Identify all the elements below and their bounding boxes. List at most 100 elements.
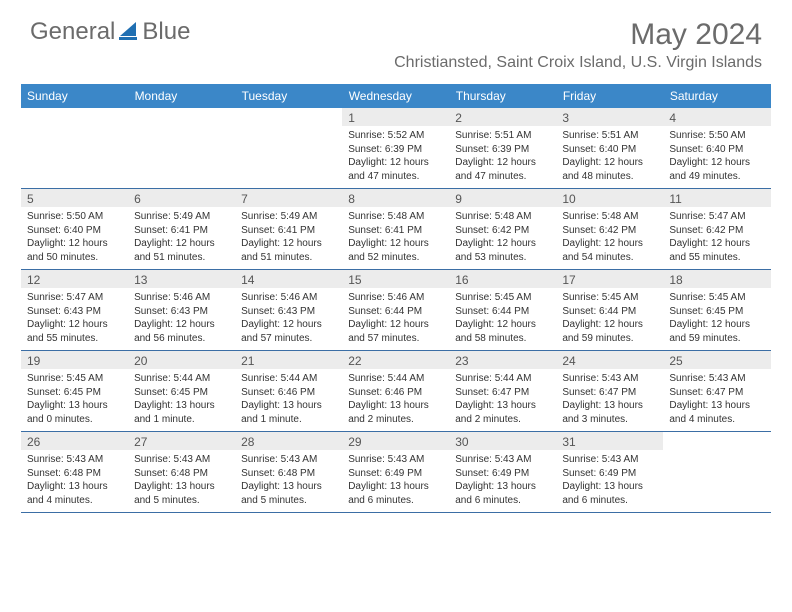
day-data: Sunrise: 5:49 AMSunset: 6:41 PMDaylight:… bbox=[128, 207, 235, 269]
sunrise-text: Sunrise: 5:52 AM bbox=[348, 129, 443, 143]
sail-icon bbox=[118, 19, 140, 46]
day-data: Sunrise: 5:43 AMSunset: 6:47 PMDaylight:… bbox=[663, 369, 770, 431]
weekday-header: Monday bbox=[128, 84, 235, 108]
day-data: Sunrise: 5:43 AMSunset: 6:48 PMDaylight:… bbox=[21, 450, 128, 512]
daylight-text: Daylight: 12 hours and 47 minutes. bbox=[455, 156, 550, 183]
sunset-text: Sunset: 6:41 PM bbox=[241, 224, 336, 238]
day-number bbox=[663, 432, 770, 450]
sunset-text: Sunset: 6:48 PM bbox=[27, 467, 122, 481]
weekday-header: Sunday bbox=[21, 84, 128, 108]
day-number bbox=[235, 108, 342, 126]
day-data bbox=[21, 126, 128, 188]
daylight-text: Daylight: 12 hours and 51 minutes. bbox=[134, 237, 229, 264]
day-number: 29 bbox=[342, 432, 449, 450]
day-data bbox=[235, 126, 342, 188]
daylight-text: Daylight: 12 hours and 52 minutes. bbox=[348, 237, 443, 264]
sunrise-text: Sunrise: 5:45 AM bbox=[455, 291, 550, 305]
daynum-row: 19202122232425 bbox=[21, 351, 771, 370]
day-data: Sunrise: 5:46 AMSunset: 6:43 PMDaylight:… bbox=[128, 288, 235, 350]
daynum-row: 1234 bbox=[21, 108, 771, 126]
weekday-header: Thursday bbox=[449, 84, 556, 108]
day-data: Sunrise: 5:45 AMSunset: 6:44 PMDaylight:… bbox=[449, 288, 556, 350]
daylight-text: Daylight: 13 hours and 4 minutes. bbox=[669, 399, 764, 426]
day-data bbox=[128, 126, 235, 188]
day-number: 1 bbox=[342, 108, 449, 126]
sunset-text: Sunset: 6:45 PM bbox=[134, 386, 229, 400]
sunrise-text: Sunrise: 5:48 AM bbox=[348, 210, 443, 224]
sunrise-text: Sunrise: 5:43 AM bbox=[562, 453, 657, 467]
header: General Blue May 2024 Christiansted, Sai… bbox=[0, 0, 792, 76]
day-number: 31 bbox=[556, 432, 663, 450]
daynum-row: 567891011 bbox=[21, 189, 771, 208]
sunrise-text: Sunrise: 5:44 AM bbox=[241, 372, 336, 386]
daylight-text: Daylight: 12 hours and 53 minutes. bbox=[455, 237, 550, 264]
day-number: 11 bbox=[663, 189, 770, 207]
day-data: Sunrise: 5:44 AMSunset: 6:45 PMDaylight:… bbox=[128, 369, 235, 431]
daylight-text: Daylight: 12 hours and 50 minutes. bbox=[27, 237, 122, 264]
sunset-text: Sunset: 6:47 PM bbox=[562, 386, 657, 400]
daylight-text: Daylight: 12 hours and 56 minutes. bbox=[134, 318, 229, 345]
day-data: Sunrise: 5:50 AMSunset: 6:40 PMDaylight:… bbox=[663, 126, 770, 188]
day-number: 2 bbox=[449, 108, 556, 126]
sunrise-text: Sunrise: 5:48 AM bbox=[562, 210, 657, 224]
day-number: 15 bbox=[342, 270, 449, 288]
weekday-header-row: Sunday Monday Tuesday Wednesday Thursday… bbox=[21, 84, 771, 108]
sunrise-text: Sunrise: 5:44 AM bbox=[455, 372, 550, 386]
logo: General Blue bbox=[30, 18, 190, 46]
daylight-text: Daylight: 12 hours and 51 minutes. bbox=[241, 237, 336, 264]
day-data: Sunrise: 5:51 AMSunset: 6:39 PMDaylight:… bbox=[449, 126, 556, 188]
sunrise-text: Sunrise: 5:43 AM bbox=[669, 372, 764, 386]
daylight-text: Daylight: 13 hours and 2 minutes. bbox=[348, 399, 443, 426]
daylight-text: Daylight: 12 hours and 59 minutes. bbox=[669, 318, 764, 345]
daydata-row: Sunrise: 5:45 AMSunset: 6:45 PMDaylight:… bbox=[21, 369, 771, 432]
day-data: Sunrise: 5:52 AMSunset: 6:39 PMDaylight:… bbox=[342, 126, 449, 188]
sunrise-text: Sunrise: 5:49 AM bbox=[241, 210, 336, 224]
logo-word2: Blue bbox=[142, 18, 190, 46]
day-data bbox=[663, 450, 770, 512]
title-block: May 2024 Christiansted, Saint Croix Isla… bbox=[394, 18, 762, 72]
daylight-text: Daylight: 12 hours and 48 minutes. bbox=[562, 156, 657, 183]
day-number: 20 bbox=[128, 351, 235, 369]
sunrise-text: Sunrise: 5:45 AM bbox=[27, 372, 122, 386]
daylight-text: Daylight: 12 hours and 57 minutes. bbox=[241, 318, 336, 345]
day-number: 5 bbox=[21, 189, 128, 207]
sunset-text: Sunset: 6:44 PM bbox=[562, 305, 657, 319]
day-data: Sunrise: 5:47 AMSunset: 6:42 PMDaylight:… bbox=[663, 207, 770, 269]
weekday-header: Tuesday bbox=[235, 84, 342, 108]
daylight-text: Daylight: 12 hours and 59 minutes. bbox=[562, 318, 657, 345]
daylight-text: Daylight: 13 hours and 2 minutes. bbox=[455, 399, 550, 426]
daynum-row: 12131415161718 bbox=[21, 270, 771, 289]
day-data: Sunrise: 5:49 AMSunset: 6:41 PMDaylight:… bbox=[235, 207, 342, 269]
daydata-row: Sunrise: 5:50 AMSunset: 6:40 PMDaylight:… bbox=[21, 207, 771, 270]
daylight-text: Daylight: 13 hours and 5 minutes. bbox=[241, 480, 336, 507]
sunset-text: Sunset: 6:48 PM bbox=[241, 467, 336, 481]
day-data: Sunrise: 5:43 AMSunset: 6:49 PMDaylight:… bbox=[342, 450, 449, 512]
day-data: Sunrise: 5:48 AMSunset: 6:42 PMDaylight:… bbox=[556, 207, 663, 269]
daylight-text: Daylight: 12 hours and 58 minutes. bbox=[455, 318, 550, 345]
day-number: 17 bbox=[556, 270, 663, 288]
sunset-text: Sunset: 6:44 PM bbox=[348, 305, 443, 319]
day-data: Sunrise: 5:43 AMSunset: 6:49 PMDaylight:… bbox=[449, 450, 556, 512]
sunset-text: Sunset: 6:47 PM bbox=[455, 386, 550, 400]
daylight-text: Daylight: 13 hours and 6 minutes. bbox=[348, 480, 443, 507]
day-data: Sunrise: 5:43 AMSunset: 6:49 PMDaylight:… bbox=[556, 450, 663, 512]
sunrise-text: Sunrise: 5:51 AM bbox=[562, 129, 657, 143]
sunrise-text: Sunrise: 5:47 AM bbox=[27, 291, 122, 305]
daylight-text: Daylight: 12 hours and 55 minutes. bbox=[27, 318, 122, 345]
sunset-text: Sunset: 6:46 PM bbox=[241, 386, 336, 400]
sunrise-text: Sunrise: 5:43 AM bbox=[562, 372, 657, 386]
daylight-text: Daylight: 13 hours and 3 minutes. bbox=[562, 399, 657, 426]
sunrise-text: Sunrise: 5:44 AM bbox=[348, 372, 443, 386]
sunset-text: Sunset: 6:46 PM bbox=[348, 386, 443, 400]
day-number: 23 bbox=[449, 351, 556, 369]
sunrise-text: Sunrise: 5:46 AM bbox=[134, 291, 229, 305]
sunset-text: Sunset: 6:49 PM bbox=[455, 467, 550, 481]
sunset-text: Sunset: 6:40 PM bbox=[562, 143, 657, 157]
day-data: Sunrise: 5:43 AMSunset: 6:48 PMDaylight:… bbox=[235, 450, 342, 512]
daylight-text: Daylight: 13 hours and 1 minute. bbox=[134, 399, 229, 426]
sunrise-text: Sunrise: 5:43 AM bbox=[241, 453, 336, 467]
sunrise-text: Sunrise: 5:46 AM bbox=[348, 291, 443, 305]
sunset-text: Sunset: 6:40 PM bbox=[669, 143, 764, 157]
day-number: 30 bbox=[449, 432, 556, 450]
day-data: Sunrise: 5:44 AMSunset: 6:47 PMDaylight:… bbox=[449, 369, 556, 431]
